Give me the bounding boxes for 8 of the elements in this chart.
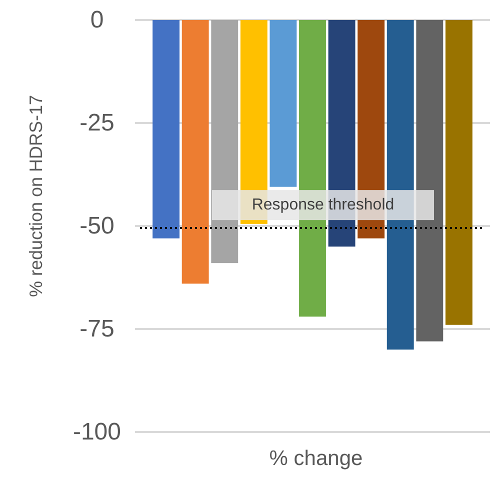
y-tick-label: -75: [80, 316, 114, 342]
ref-line-label: Response threshold: [252, 196, 394, 214]
y-tick-label: -100: [72, 418, 122, 446]
y-tick-label: -25: [80, 110, 114, 136]
y-tick-label: 0: [90, 6, 104, 34]
y-axis-title: % reduction on HDRS-17: [26, 94, 46, 298]
x-axis-title: % change: [269, 447, 363, 470]
y-tick-label: -50: [80, 212, 114, 240]
